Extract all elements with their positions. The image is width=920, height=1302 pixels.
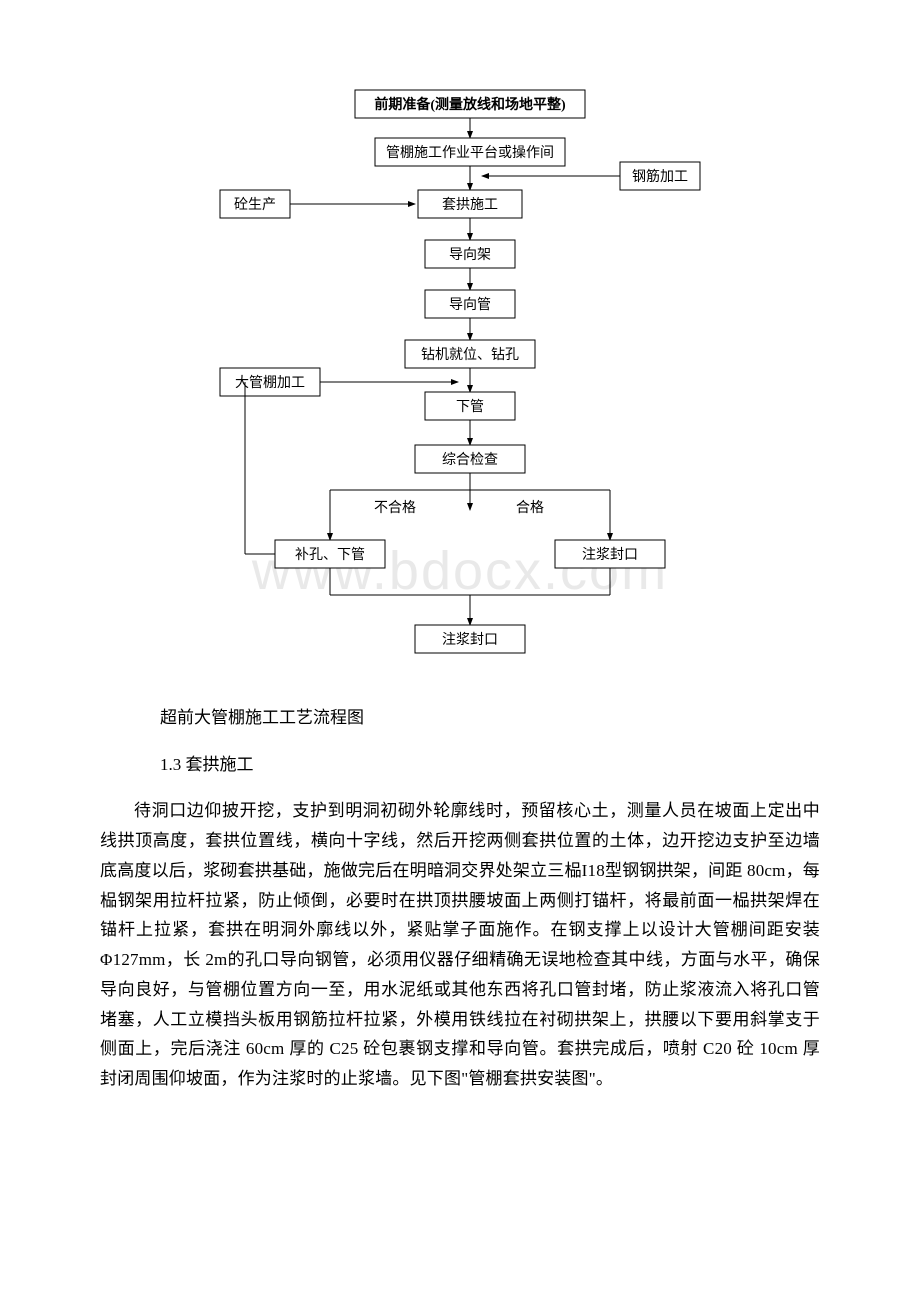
- figure-caption: 超前大管棚施工工艺流程图: [160, 704, 820, 731]
- edge-fail-label: 不合格: [374, 500, 416, 516]
- node-n6: 钻机就位、钻孔: [421, 347, 519, 363]
- flowchart-svg: 前期准备(测量放线和场地平整) 管棚施工作业平台或操作间 钢筋加工 砼生产 套拱…: [200, 80, 720, 680]
- node-n10: 注浆封口: [582, 547, 638, 563]
- node-n7: 下管: [456, 399, 484, 415]
- node-n3: 套拱施工: [442, 197, 498, 213]
- body-paragraph: 待洞口边仰披开挖，支护到明洞初砌外轮廓线时，预留核心土，测量人员在坡面上定出中线…: [100, 796, 820, 1094]
- node-n2: 管棚施工作业平台或操作间: [386, 145, 554, 161]
- flowchart-container: 前期准备(测量放线和场地平整) 管棚施工作业平台或操作间 钢筋加工 砼生产 套拱…: [100, 80, 820, 680]
- node-n11: 注浆封口: [442, 632, 498, 648]
- section-heading: 1.3 套拱施工: [160, 751, 820, 778]
- node-n5: 导向管: [449, 297, 491, 313]
- edge-pass-label: 合格: [516, 500, 544, 516]
- node-n8: 综合检查: [442, 452, 498, 468]
- node-n9: 补孔、下管: [295, 547, 365, 563]
- node-conc: 砼生产: [234, 197, 276, 213]
- node-n4: 导向架: [449, 247, 491, 263]
- node-n1: 前期准备(测量放线和场地平整): [374, 96, 566, 113]
- node-rebar: 钢筋加工: [632, 168, 688, 185]
